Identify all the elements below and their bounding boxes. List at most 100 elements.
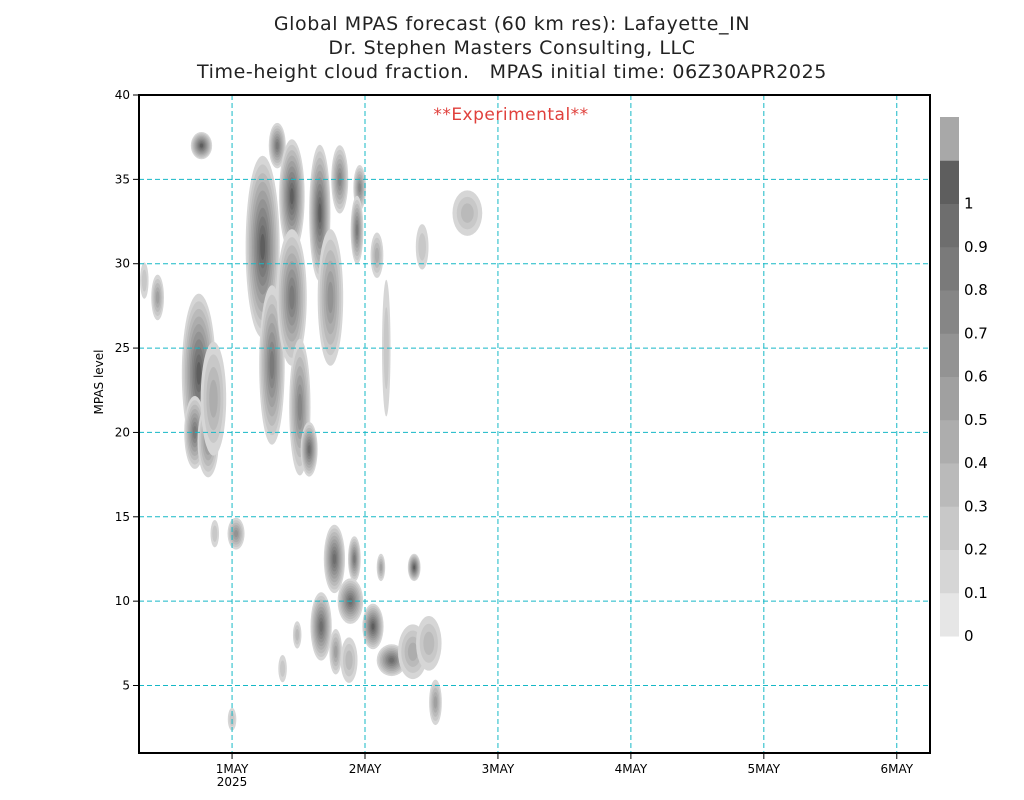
x-tick-label: 6MAY	[880, 762, 913, 776]
cloud-cell	[200, 341, 227, 456]
cloud-cell	[329, 628, 343, 675]
x-tick-label: 4MAY	[615, 762, 648, 776]
colorbar-swatch	[940, 290, 959, 334]
cloud-contour-band	[307, 444, 311, 454]
cloud-contour-band	[280, 660, 286, 677]
cloud-contour-band	[371, 623, 375, 630]
cloud-contour-band	[290, 188, 294, 205]
y-tick-label: 5	[122, 679, 130, 693]
colorbar-swatch	[940, 419, 959, 464]
cloud-contour-band	[260, 233, 266, 260]
cloud-contour-band	[196, 361, 202, 385]
colorbar-swatch	[940, 160, 959, 204]
cloud-contour-band	[141, 269, 147, 292]
grid	[139, 95, 930, 753]
cloud-contour-band	[334, 645, 338, 658]
colorbar-label: 0.9	[964, 238, 988, 256]
x-tick-label: 2MAY	[349, 762, 382, 776]
cloud-cell	[245, 155, 280, 338]
cloud-contour-band	[407, 642, 418, 661]
cloud-contour-band	[275, 141, 279, 150]
colorbar-swatch	[940, 246, 959, 291]
cloud-contour-band	[345, 650, 353, 670]
colorbar-label: 0.4	[964, 454, 988, 472]
x-tick-label: 3MAY	[482, 762, 515, 776]
cloud-cell	[151, 274, 164, 321]
cloud-cell	[292, 621, 302, 649]
colorbar-label: 0.8	[964, 281, 988, 299]
cloud-contour-band	[199, 143, 204, 148]
cloud-cell	[259, 285, 285, 445]
chart-subtitle: Dr. Stephen Masters Consulting, LLC	[328, 37, 696, 59]
y-tick-label: 35	[115, 172, 130, 186]
cloud-contour-band	[389, 657, 394, 663]
cloud-cell	[227, 517, 245, 550]
cloud-contour-band	[327, 281, 334, 314]
cloud-contour-band	[332, 553, 337, 565]
plot-frame	[138, 94, 931, 754]
cloud-contour-band	[295, 629, 300, 641]
cloud-cell	[310, 592, 332, 661]
cloud-cell	[370, 232, 384, 279]
cloud-contour-band	[423, 631, 435, 656]
cloud-contour-band	[413, 565, 416, 570]
cloud-contour-band	[234, 529, 239, 538]
cloud-contour-band	[355, 223, 359, 237]
colorbar-swatch	[940, 592, 959, 637]
cloud-contour-band	[460, 203, 474, 223]
cloud-contour-band	[209, 379, 218, 418]
x-tick-label: 1MAY	[216, 762, 249, 776]
y-tick-label: 40	[115, 88, 130, 102]
cloud-contour-band	[353, 554, 356, 563]
cloud-contour-band	[379, 563, 383, 572]
colorbar-label: 0.1	[964, 584, 988, 602]
cloud-cell	[416, 616, 442, 671]
cloud-contour-band	[192, 426, 197, 439]
cloud-cell	[350, 195, 364, 265]
cloud-cell	[268, 122, 286, 169]
y-axis: 5 10 15 20 25 30 35 40	[115, 88, 139, 693]
colorbar-label: 0.6	[964, 368, 988, 386]
cloud-cell	[300, 421, 318, 477]
cloud-contour-band	[319, 621, 323, 632]
cloud-cell	[415, 224, 429, 270]
colorbar-swatch	[940, 333, 959, 377]
y-tick-label: 30	[115, 257, 130, 271]
cloud-cell	[323, 524, 346, 594]
colorbar-swatch	[940, 203, 959, 248]
y-tick-label: 10	[115, 594, 130, 608]
y-axis-label: MPAS level	[92, 350, 106, 415]
chart-subtitle-2: Time-height cloud fraction. MPAS initial…	[197, 61, 827, 83]
cloud-cell	[376, 644, 407, 677]
colorbar-label: 0.5	[964, 411, 988, 429]
colorbar-label: 0.2	[964, 541, 988, 559]
cloud-contour-band	[318, 203, 322, 223]
experimental-label: **Experimental**	[433, 105, 588, 125]
cloud-cell	[190, 131, 213, 160]
cloud-contour-band	[374, 247, 380, 263]
colorbar-label: 0.3	[964, 497, 988, 515]
colorbar-swatch	[940, 463, 959, 507]
cloud-cell	[279, 139, 305, 254]
cloud-cell	[278, 654, 287, 683]
cloud-cell	[382, 279, 391, 417]
cloud-contour-band	[269, 350, 275, 380]
cloud-cell	[317, 229, 344, 366]
cloud-fraction-field	[140, 122, 483, 731]
y-tick-label: 20	[115, 425, 130, 439]
cloud-contour-band	[289, 285, 295, 310]
colorbar-label: 1	[964, 195, 974, 213]
cloud-contour-band	[418, 233, 426, 261]
cloud-cell	[452, 190, 483, 236]
colorbar-label: 0	[964, 627, 974, 645]
cloud-cell	[337, 578, 364, 624]
cloud-cell	[347, 536, 361, 582]
cloud-contour-band	[297, 393, 302, 421]
y-tick-label: 15	[115, 510, 130, 524]
cloud-contour-band	[212, 525, 218, 542]
colorbar-swatch	[940, 506, 959, 550]
cloud-cell	[140, 262, 149, 299]
colorbar-swatch	[940, 549, 959, 594]
